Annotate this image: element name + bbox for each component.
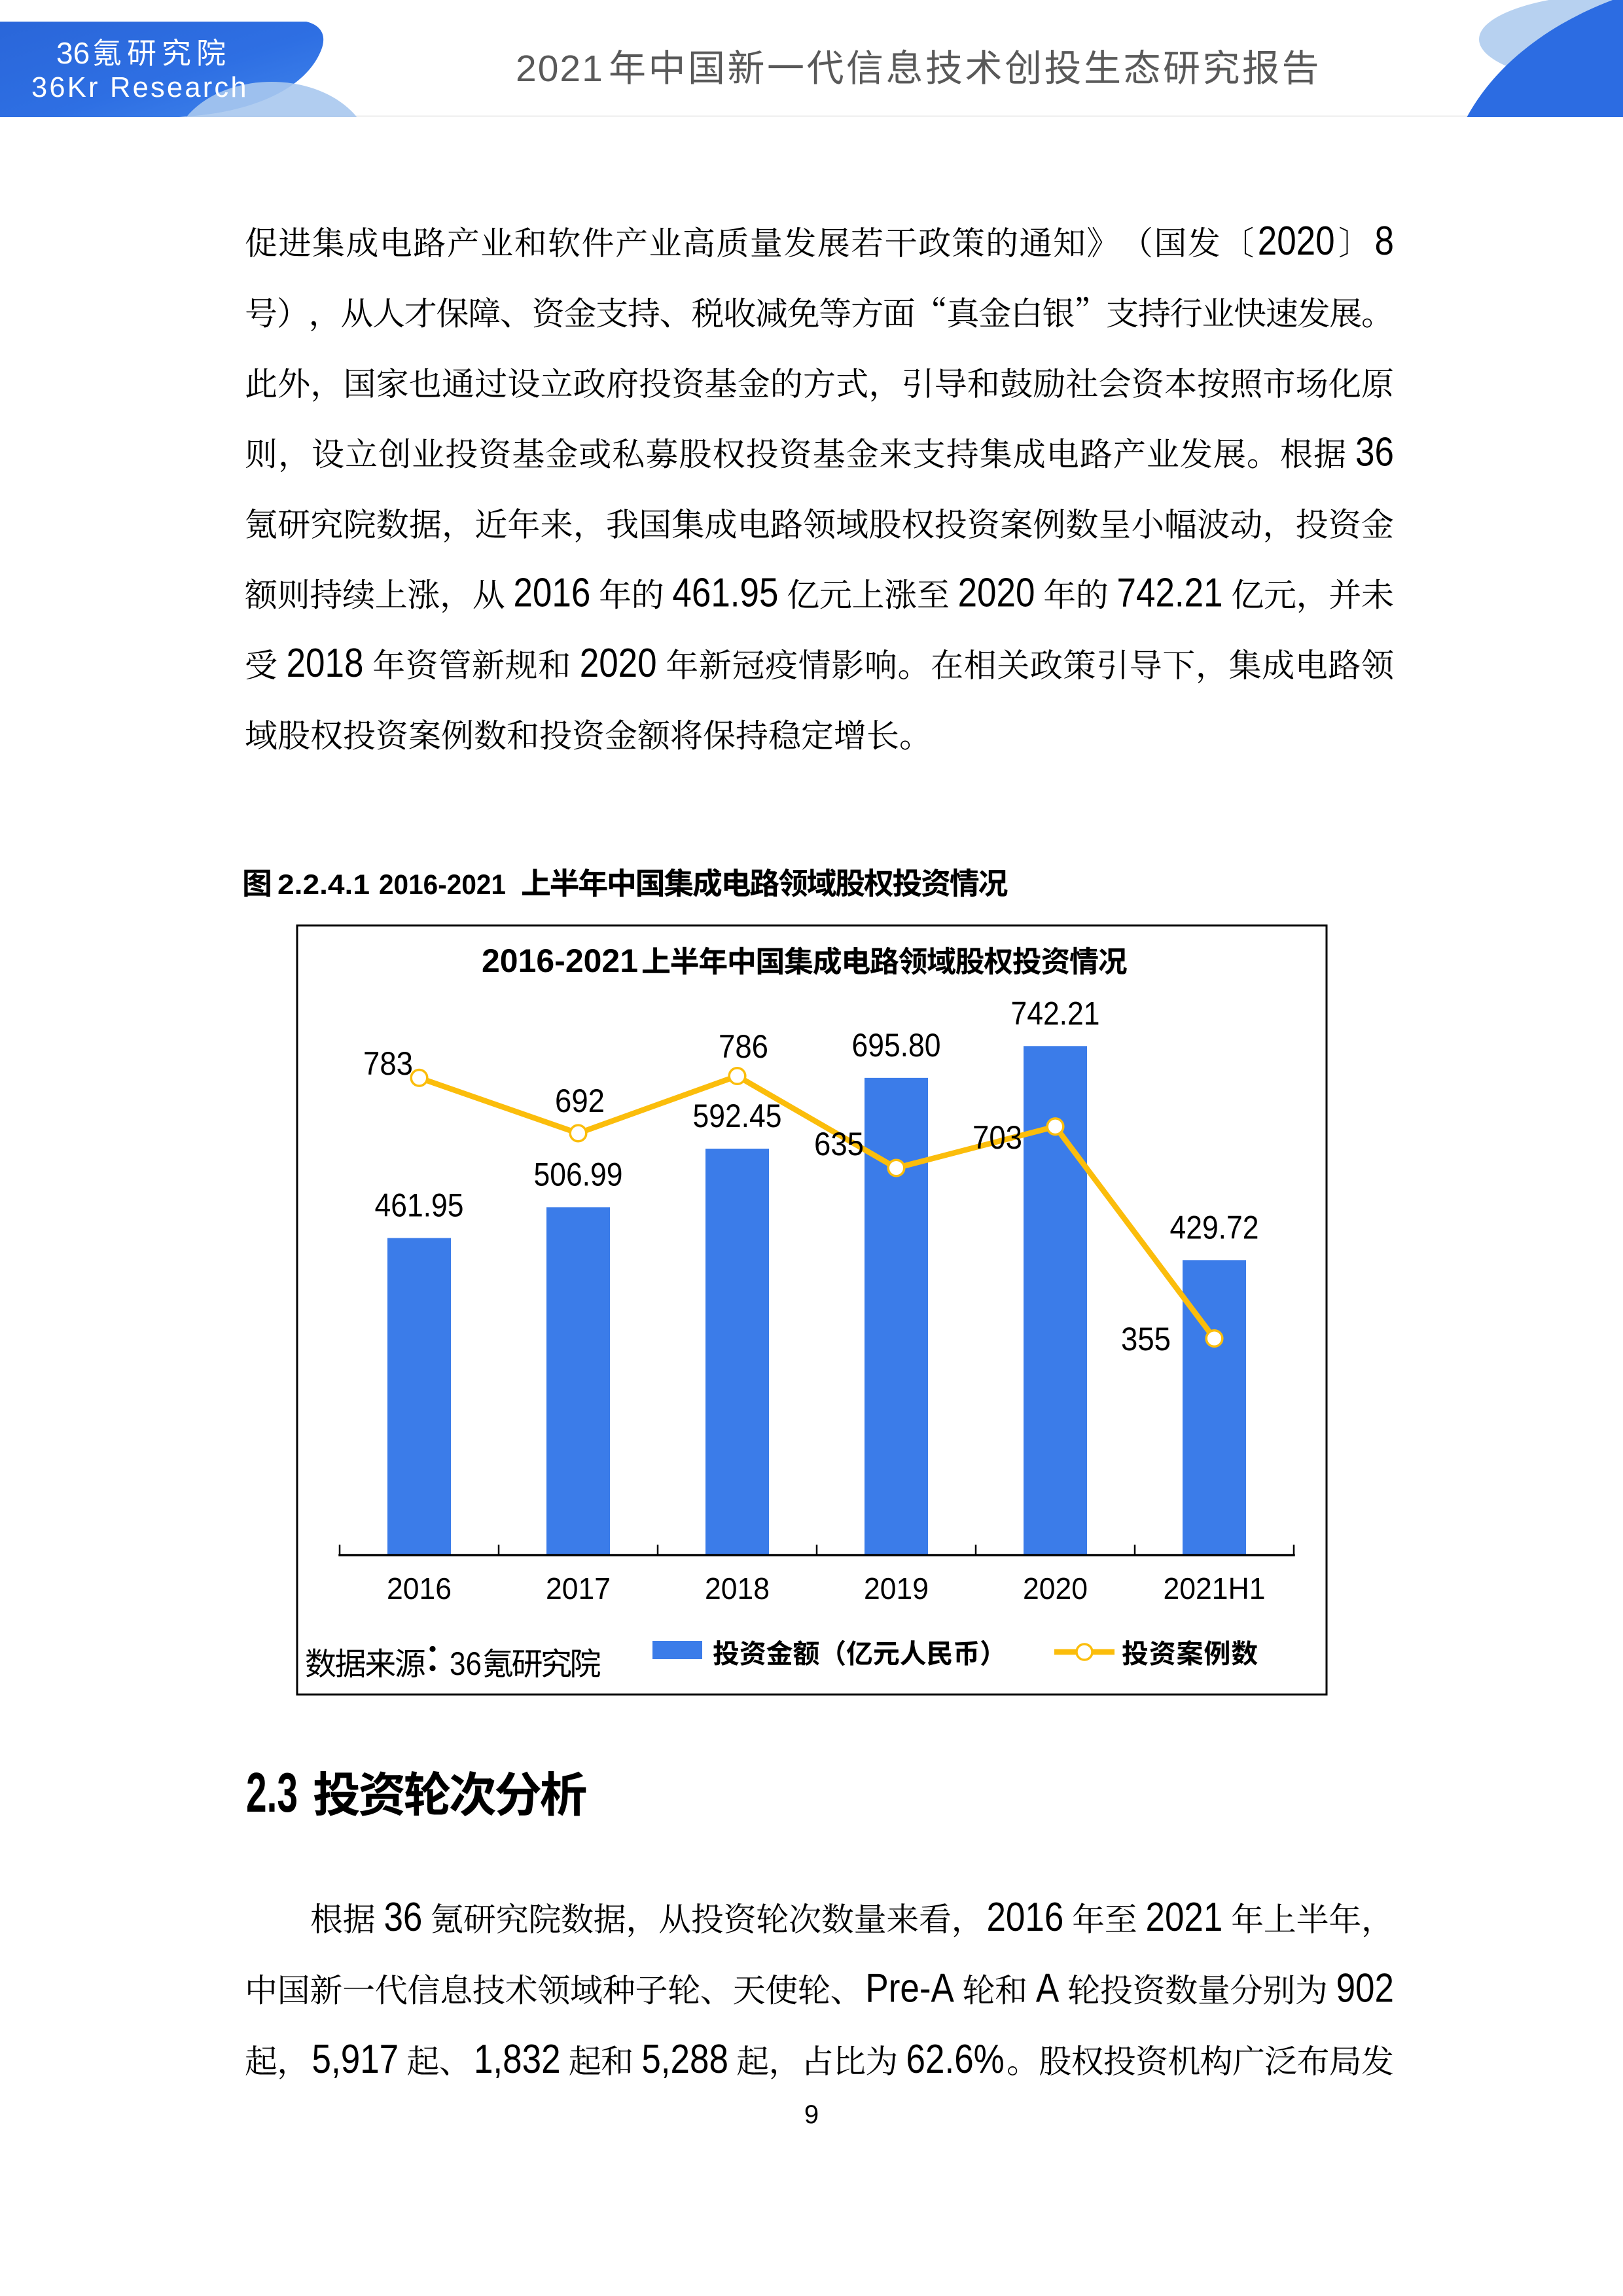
svg-text:461.95: 461.95 [375, 1187, 464, 1224]
svg-text:2021H1: 2021H1 [1164, 1571, 1266, 1605]
svg-text:2018: 2018 [705, 1571, 770, 1605]
svg-text:1,832: 1,832 [474, 2037, 561, 2082]
svg-text:355: 355 [1121, 1321, 1171, 1357]
svg-text:62.6%: 62.6% [906, 2037, 1005, 2082]
svg-text:783: 783 [363, 1045, 413, 1082]
svg-text:36Kr Research: 36Kr Research [31, 72, 249, 103]
svg-text:2018: 2018 [287, 641, 364, 686]
svg-text:2016-2021: 2016-2021 [482, 942, 638, 979]
svg-text:2020: 2020 [1023, 1571, 1088, 1605]
svg-text:429.72: 429.72 [1170, 1209, 1259, 1246]
svg-text:2.2.4.1: 2.2.4.1 [277, 869, 370, 901]
svg-text:8: 8 [1375, 219, 1394, 264]
svg-text:2021: 2021 [1146, 1895, 1223, 1940]
svg-text:5,288: 5,288 [641, 2037, 728, 2082]
svg-text:635: 635 [814, 1126, 864, 1162]
svg-text:592.45: 592.45 [693, 1098, 782, 1134]
svg-text:2016: 2016 [387, 1571, 452, 1605]
svg-text:742.21: 742.21 [1011, 995, 1100, 1031]
svg-text:Pre-A: Pre-A [865, 1966, 954, 2011]
svg-text:742.21: 742.21 [1117, 571, 1223, 616]
svg-text:461.95: 461.95 [672, 571, 778, 616]
svg-text:692: 692 [555, 1083, 605, 1119]
svg-text:2016: 2016 [513, 571, 590, 616]
svg-text:2016-2021: 2016-2021 [379, 869, 506, 901]
svg-text:2017: 2017 [546, 1571, 611, 1605]
svg-text:9: 9 [804, 2100, 819, 2129]
svg-text:506.99: 506.99 [534, 1156, 623, 1193]
svg-text:2020: 2020 [958, 571, 1035, 616]
svg-text:5,917: 5,917 [312, 2037, 399, 2082]
svg-text:36: 36 [450, 1645, 482, 1682]
svg-text:2020: 2020 [1258, 219, 1335, 264]
svg-text:36: 36 [383, 1895, 422, 1940]
svg-text:2020: 2020 [580, 641, 657, 686]
svg-text:36: 36 [56, 36, 90, 70]
svg-text:36: 36 [1355, 430, 1394, 475]
svg-text:A: A [1036, 1966, 1060, 2011]
svg-text:902: 902 [1336, 1966, 1394, 2011]
svg-text:2019: 2019 [864, 1571, 929, 1605]
svg-text:2016: 2016 [986, 1895, 1063, 1940]
svg-text:695.80: 695.80 [852, 1027, 941, 1064]
svg-text:2021: 2021 [516, 48, 604, 90]
svg-text:703: 703 [972, 1119, 1022, 1156]
svg-text:786: 786 [719, 1028, 768, 1065]
svg-text:2.3: 2.3 [246, 1762, 298, 1824]
